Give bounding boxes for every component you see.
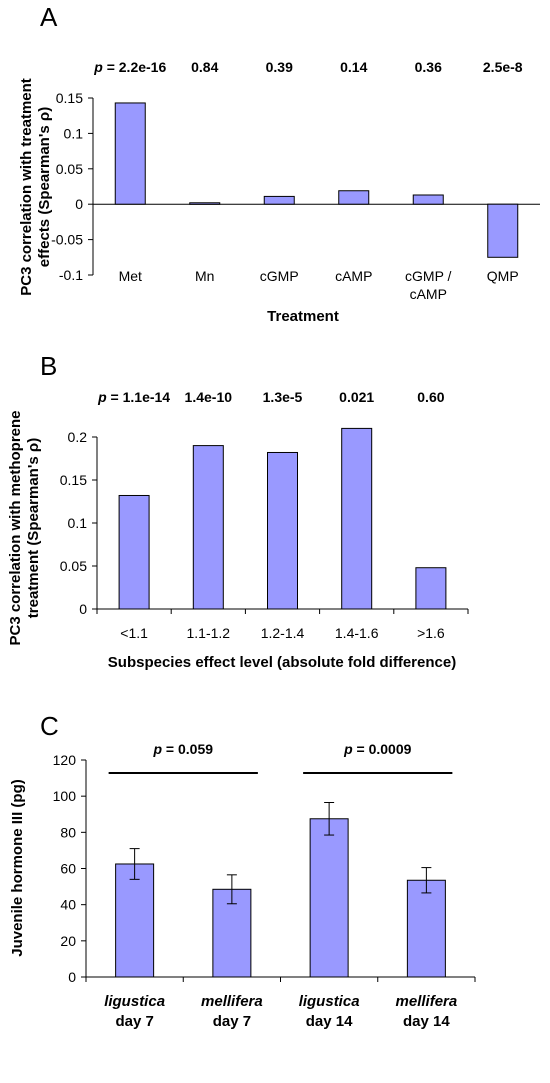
bar xyxy=(309,818,349,978)
x-tick-label: cGMP xyxy=(260,268,299,284)
y-tick-label: -0.05 xyxy=(51,232,83,248)
x-tick-label: mellifera day 14 xyxy=(396,993,458,1030)
y-tick-label: 40 xyxy=(60,897,76,913)
x-axis-title: Treatment xyxy=(267,308,339,325)
bar xyxy=(412,194,444,205)
bar xyxy=(114,102,146,205)
x-tick-label: cGMP / cAMP xyxy=(405,268,452,302)
y-tick-label: 0.1 xyxy=(68,515,88,531)
y-axis-title: PC3 correlation with methoprenetreatment… xyxy=(7,410,42,645)
y-tick-label: 0 xyxy=(68,969,76,985)
y-tick-label: 0.15 xyxy=(60,472,87,488)
panel-label-b: B xyxy=(40,351,57,381)
bar xyxy=(267,451,298,610)
p-value-label: 0.60 xyxy=(417,389,444,405)
p-value-label: 0.84 xyxy=(191,59,218,75)
panel-b: B 0 0.05 0.1 0.15 0.2 <1.1 p = 1.1e-14 1.1-1.2 1… xyxy=(7,351,469,671)
y-axis-title: Juvenile hormone III (pg) xyxy=(9,779,26,957)
y-tick-label: 0 xyxy=(75,196,83,212)
bar xyxy=(415,567,447,610)
bar xyxy=(118,494,150,610)
x-tick-label: 1.1-1.2 xyxy=(187,625,231,641)
p-value-label: 0.021 xyxy=(339,389,374,405)
x-tick-label: >1.6 xyxy=(417,625,445,641)
y-tick-label: 0.15 xyxy=(56,90,83,106)
y-tick-label: 100 xyxy=(53,788,77,804)
p-value-label: 0.36 xyxy=(415,59,442,75)
panel-label-a: A xyxy=(40,2,58,32)
y-tick-label: 120 xyxy=(53,752,77,768)
y-tick-label: 0.05 xyxy=(60,558,87,574)
panel-a: A -0.1 -0.05 0 0.05 0.1 0.15 Met p = 2.2e-16 Mn 0… xyxy=(18,2,540,325)
x-tick-label: 1.2-1.4 xyxy=(261,625,305,641)
bar xyxy=(338,190,370,205)
y-tick-label: 80 xyxy=(60,824,76,840)
x-tick-label: <1.1 xyxy=(120,625,148,641)
comparison-p-value: p = 0.059 xyxy=(152,741,213,757)
bar xyxy=(406,879,446,978)
y-tick-label: 60 xyxy=(60,861,76,877)
y-axis-title: PC3 correlation with treatmenteffects (S… xyxy=(18,78,53,296)
x-tick-label: cAMP xyxy=(335,268,372,284)
bar xyxy=(189,202,221,205)
p-value-label: p = 2.2e-16 xyxy=(93,59,166,75)
p-value-label: 2.5e-8 xyxy=(483,59,523,75)
comparison-p-value: p = 0.0009 xyxy=(343,741,412,757)
bar xyxy=(115,863,155,978)
chart-c: 0 20 40 60 80 100 120 ligustica day 7 mellifera da… xyxy=(9,741,476,1030)
bar xyxy=(263,195,295,205)
x-tick-label: ligustica day 14 xyxy=(299,993,360,1030)
x-tick-label: ligustica day 7 xyxy=(104,993,165,1030)
x-tick-label: 1.4-1.6 xyxy=(335,625,379,641)
bar xyxy=(487,203,519,258)
chart-a: -0.1 -0.05 0 0.05 0.1 0.15 Met p = 2.2e-16 Mn 0.8… xyxy=(18,59,540,325)
y-tick-label: -0.1 xyxy=(59,267,83,283)
p-value-label: p = 1.1e-14 xyxy=(97,389,170,405)
x-axis-title: Subspecies effect level (absolute fold d… xyxy=(108,654,456,671)
p-value-label: 0.39 xyxy=(266,59,293,75)
panel-c: C 0 20 40 60 80 100 120 ligustica day 7 mellifera… xyxy=(9,711,476,1030)
y-tick-label: 0.05 xyxy=(56,161,83,177)
bar xyxy=(341,427,373,610)
panel-label-c: C xyxy=(40,711,59,741)
chart-b: 0 0.05 0.1 0.15 0.2 <1.1 p = 1.1e-14 1.1-1.2 1.4… xyxy=(7,389,469,671)
p-value-label: 1.3e-5 xyxy=(263,389,303,405)
y-tick-label: 0.1 xyxy=(64,125,84,141)
x-tick-label: Met xyxy=(119,268,142,284)
bar xyxy=(192,445,224,610)
y-tick-label: 20 xyxy=(60,933,76,949)
x-tick-label: mellifera day 7 xyxy=(201,993,263,1030)
p-value-label: 1.4e-10 xyxy=(185,389,233,405)
x-tick-label: QMP xyxy=(487,268,519,284)
y-tick-label: 0 xyxy=(79,601,87,617)
p-value-label: 0.14 xyxy=(340,59,367,75)
y-tick-label: 0.2 xyxy=(68,429,88,445)
x-tick-label: Mn xyxy=(195,268,214,284)
